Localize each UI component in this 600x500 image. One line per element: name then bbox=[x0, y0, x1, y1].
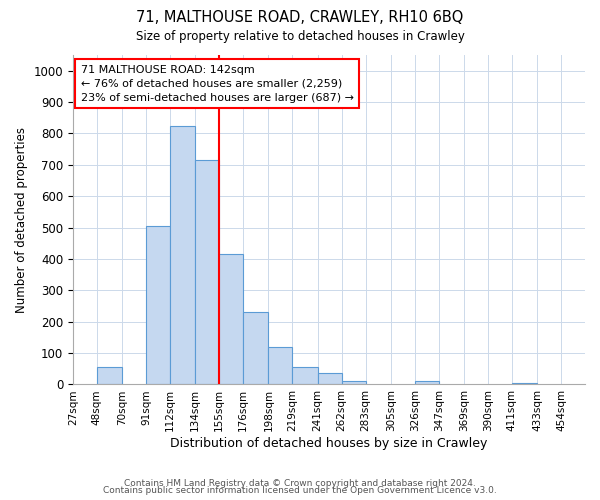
Bar bbox=[292, 366, 317, 384]
Bar bbox=[415, 380, 439, 384]
Bar bbox=[317, 374, 341, 384]
Text: 71 MALTHOUSE ROAD: 142sqm
← 76% of detached houses are smaller (2,259)
23% of se: 71 MALTHOUSE ROAD: 142sqm ← 76% of detac… bbox=[80, 65, 353, 103]
Bar bbox=[219, 254, 243, 384]
Bar bbox=[268, 348, 292, 385]
Bar bbox=[146, 226, 170, 384]
Bar bbox=[195, 160, 219, 384]
Text: Contains HM Land Registry data © Crown copyright and database right 2024.: Contains HM Land Registry data © Crown c… bbox=[124, 478, 476, 488]
Bar bbox=[512, 383, 537, 384]
Text: 71, MALTHOUSE ROAD, CRAWLEY, RH10 6BQ: 71, MALTHOUSE ROAD, CRAWLEY, RH10 6BQ bbox=[136, 10, 464, 25]
Bar bbox=[341, 380, 365, 384]
Bar bbox=[97, 366, 122, 384]
Text: Contains public sector information licensed under the Open Government Licence v3: Contains public sector information licen… bbox=[103, 486, 497, 495]
X-axis label: Distribution of detached houses by size in Crawley: Distribution of detached houses by size … bbox=[170, 437, 488, 450]
Bar bbox=[243, 312, 268, 384]
Y-axis label: Number of detached properties: Number of detached properties bbox=[15, 126, 28, 312]
Bar bbox=[170, 126, 195, 384]
Text: Size of property relative to detached houses in Crawley: Size of property relative to detached ho… bbox=[136, 30, 464, 43]
